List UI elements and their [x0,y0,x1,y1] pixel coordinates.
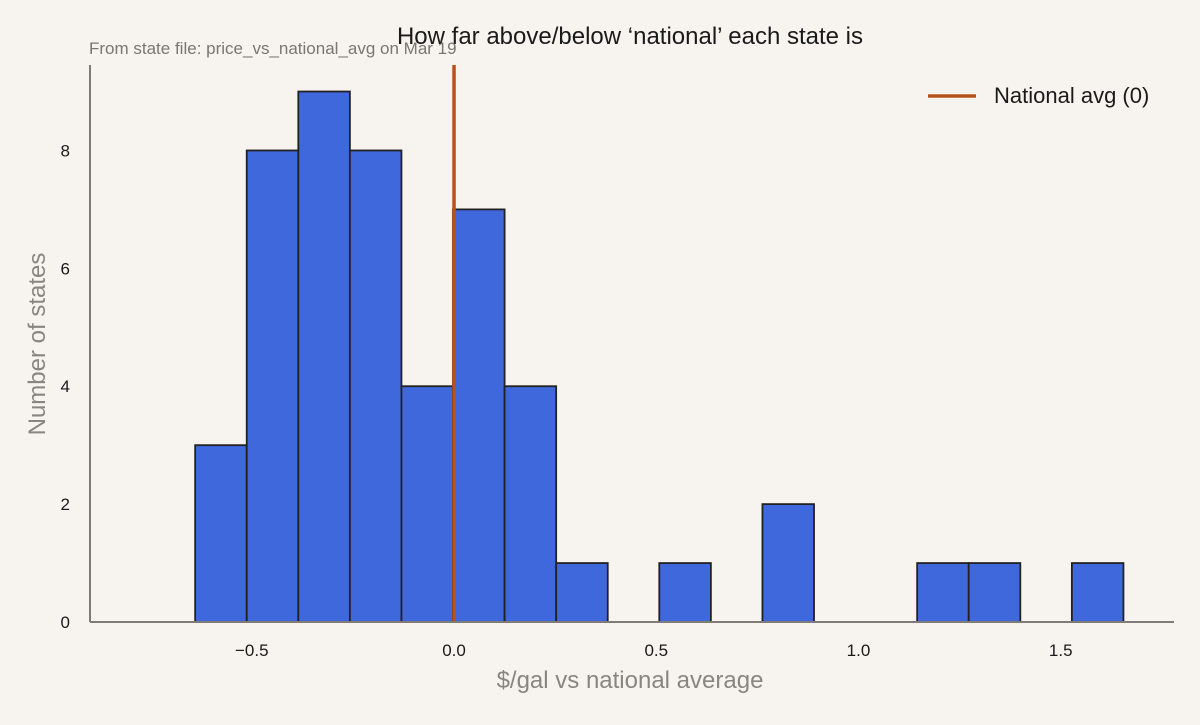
chart-subtitle: From state file: price_vs_national_avg o… [89,39,457,58]
x-tick-label: 1.5 [1049,641,1073,660]
x-tick-label: −0.5 [235,641,269,660]
y-tick-label: 4 [61,377,70,396]
y-ticks-group: 0 2 4 6 8 [61,141,70,632]
axes-group [89,65,1174,623]
x-ticks-group: −0.5 0.0 0.5 1.0 1.5 [235,641,1073,660]
y-tick-label: 8 [61,141,70,160]
histogram-bar [400,385,454,623]
histogram-bar [1070,562,1125,623]
y-axis-label: Number of states [24,253,51,436]
histogram-bar [503,385,558,623]
histogram-bar [245,149,300,623]
histogram-bar [967,562,1022,623]
x-tick-label: 1.0 [847,641,871,660]
chart-title: How far above/below ‘national’ each stat… [397,23,863,50]
histogram-bar [194,444,248,623]
histogram-bar [452,208,506,623]
histogram-bar [658,562,712,623]
x-axis-label: $/gal vs national average [497,667,764,694]
histogram-bar [761,503,815,623]
legend-label-national-avg: National avg (0) [994,83,1149,108]
x-tick-label: 0.5 [644,641,668,660]
x-tick-label: 0.0 [442,641,466,660]
histogram-bar [916,562,970,623]
histogram-bar [348,149,403,623]
y-tick-label: 2 [61,495,70,514]
histogram-bar [555,562,609,623]
y-tick-label: 0 [61,613,70,632]
bars-group [194,90,1125,623]
legend: National avg (0) [928,83,1149,108]
histogram-bar [297,90,351,623]
y-tick-label: 6 [61,259,70,278]
